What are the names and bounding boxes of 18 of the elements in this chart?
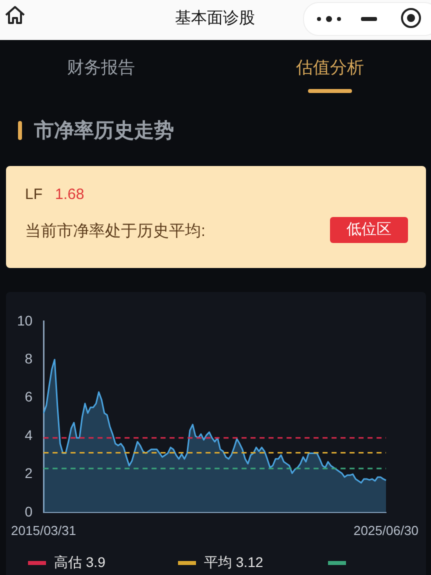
y-tick-label: 0 [24,503,33,520]
x-tick-label: 2025/06/30 [353,522,419,538]
text: 基本面诊股 [175,8,255,29]
text: 低位区 [330,217,408,243]
y-tick-label: 10 [16,312,33,328]
text: LF [25,186,43,203]
y-tick-label: 6 [24,388,33,405]
y-tick-label: 8 [24,350,33,366]
y-tick-label: 2 [24,465,33,482]
legend-label: 平均 3.12 [204,554,264,572]
text: 估值分析 [296,57,364,79]
legend-label: 高估 3.9 [54,554,106,572]
text: 1.68 [55,186,84,203]
text: 当前市净率处于历史平均: [25,222,206,242]
text: 财务报告 [67,57,135,79]
x-tick-label: 2015/03/31 [11,522,76,538]
chart-title: 市净率历史走势 [34,118,174,144]
y-tick-label: 4 [24,426,33,443]
